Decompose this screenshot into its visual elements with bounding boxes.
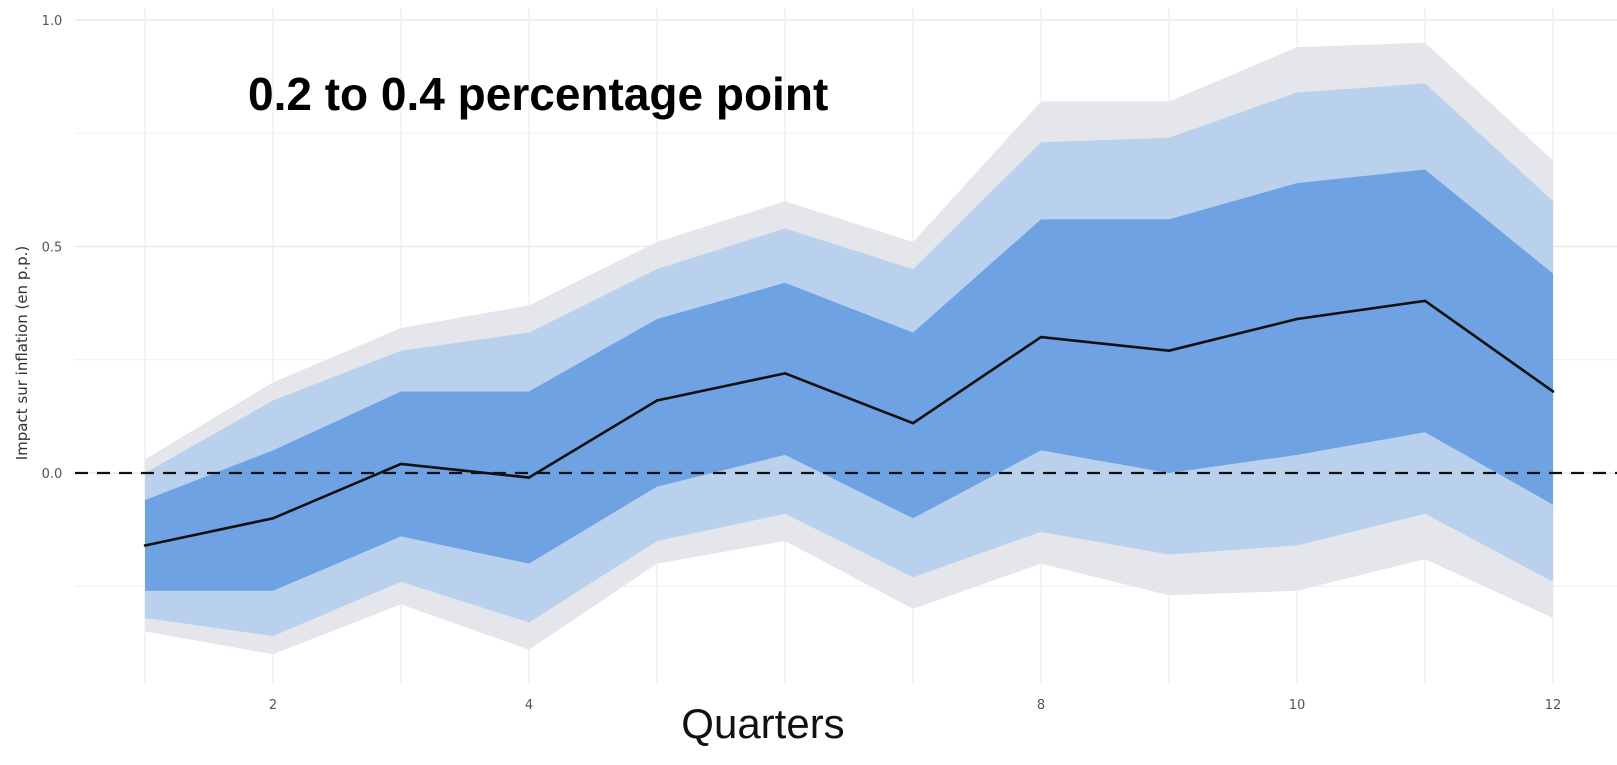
confidence-bands [145,42,1553,655]
y-tick-label: 0.5 [42,241,63,256]
median-point [655,399,659,402]
median-point [1295,317,1299,321]
median-point [143,544,147,547]
median-point [1551,390,1555,393]
x-tick-label: 8 [1037,698,1045,713]
x-axis-label: Quarters [681,700,844,747]
median-point [1423,299,1427,303]
x-tick-label: 10 [1289,698,1306,713]
median-point [399,462,403,466]
median-line [144,299,1554,547]
median-point [1167,349,1171,352]
median-point [1039,335,1043,339]
inner-confidence-band [145,169,1553,591]
median-line-group [143,299,1555,547]
x-tick-label: 4 [525,698,533,713]
median-point [783,372,787,375]
y-tick-label: 1.0 [42,14,63,29]
axis-ticks: 0.0 0.5 1.0 2 4 8 10 12 [42,14,1562,713]
y-axis-label: Impact sur inflation (en p.p.) [13,246,31,461]
median-point [527,476,531,479]
median-point [271,517,275,520]
chart-annotation: 0.2 to 0.4 percentage point [248,68,828,120]
x-tick-label: 2 [269,698,277,713]
y-tick-label: 0.0 [42,467,63,482]
x-tick-label: 12 [1545,698,1562,713]
median-point [911,421,915,425]
